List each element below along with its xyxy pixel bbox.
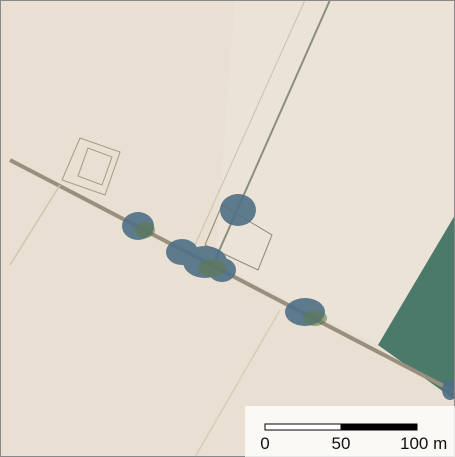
tree	[220, 194, 256, 226]
tree	[442, 380, 455, 400]
scale-segment	[340, 423, 418, 431]
green-field	[378, 215, 455, 400]
field-boundary	[194, 309, 281, 457]
enclosure	[77, 147, 113, 186]
tree	[198, 259, 226, 277]
scale-bar: 0 50 100 m	[245, 406, 455, 457]
scale-label: 100 m	[400, 434, 447, 453]
tree-canopy	[135, 222, 327, 326]
field-parcel	[215, 0, 455, 345]
scale-segment	[264, 423, 342, 431]
enclosure	[204, 204, 273, 271]
enclosure	[61, 137, 121, 196]
field-boundary	[9, 184, 61, 266]
tree	[303, 310, 327, 326]
scale-bar-background	[245, 406, 455, 457]
scale-label: 0	[260, 434, 269, 453]
scale-label: 50	[332, 434, 351, 453]
tree	[135, 222, 155, 238]
field-boundary	[194, 0, 306, 246]
